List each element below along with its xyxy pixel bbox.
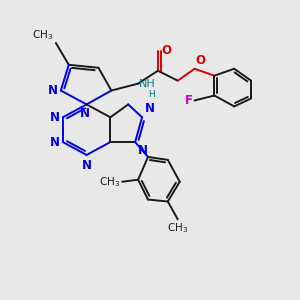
Text: F: F (184, 94, 193, 107)
Text: NH: NH (139, 79, 156, 88)
Text: N: N (50, 111, 60, 124)
Text: H: H (148, 90, 155, 99)
Text: N: N (82, 159, 92, 172)
Text: N: N (138, 144, 148, 157)
Text: N: N (50, 136, 60, 148)
Text: N: N (48, 84, 58, 97)
Text: O: O (196, 54, 206, 67)
Text: N: N (80, 107, 90, 120)
Text: CH$_3$: CH$_3$ (167, 221, 188, 235)
Text: CH$_3$: CH$_3$ (32, 28, 53, 42)
Text: CH$_3$: CH$_3$ (99, 175, 120, 189)
Text: N: N (145, 102, 155, 115)
Text: O: O (161, 44, 171, 57)
